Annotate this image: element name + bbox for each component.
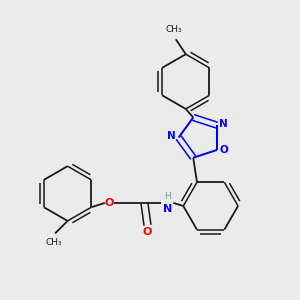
Text: N: N (219, 119, 228, 129)
Text: O: O (105, 198, 114, 208)
Text: H: H (164, 192, 171, 201)
Text: N: N (163, 204, 172, 214)
Text: O: O (220, 145, 229, 155)
Text: CH₃: CH₃ (45, 238, 62, 247)
Text: O: O (142, 227, 152, 237)
Text: CH₃: CH₃ (165, 25, 181, 34)
Text: N: N (167, 131, 176, 141)
